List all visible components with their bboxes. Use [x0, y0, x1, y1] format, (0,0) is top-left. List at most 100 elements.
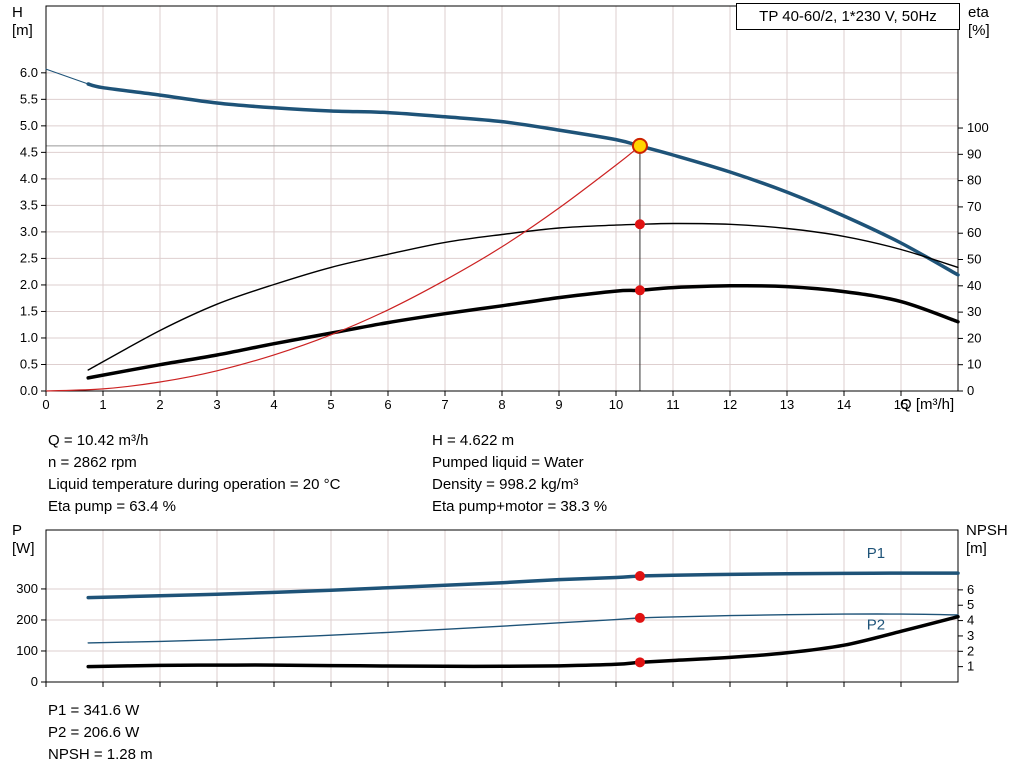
svg-text:40: 40 [967, 278, 981, 293]
svg-text:50: 50 [967, 252, 981, 267]
info-liquid: Pumped liquid = Water [432, 454, 584, 471]
series-label-p2: P2 [867, 616, 885, 633]
hq-chart[interactable]: 0 1 2 3 4 5 6 7 8 9 10 11 12 13 14 150.00.51.01.52.02.5… [0, 0, 1024, 415]
q-axis-label: Q [m³/h] [900, 396, 955, 413]
svg-text:5: 5 [327, 397, 334, 412]
svg-text:12: 12 [723, 397, 737, 412]
svg-text:5: 5 [967, 597, 974, 612]
svg-text:4.0: 4.0 [20, 171, 38, 186]
p-axis-unit: [W] [12, 540, 35, 557]
result-p2: P2 = 206.6 W [48, 724, 140, 741]
svg-text:13: 13 [780, 397, 794, 412]
svg-text:3: 3 [213, 397, 220, 412]
pump-curve [86, 82, 960, 277]
h-axis-header: H [m] [12, 4, 33, 40]
h-axis-unit: [m] [12, 22, 33, 39]
svg-text:1: 1 [99, 397, 106, 412]
svg-text:2: 2 [967, 643, 974, 658]
series-label-p1: P1 [867, 545, 885, 562]
pump-curve-lead [45, 68, 89, 85]
npsh-axis-header: NPSH [m] [966, 522, 1008, 558]
svg-text:3.5: 3.5 [20, 197, 38, 212]
svg-text:2.5: 2.5 [20, 250, 38, 265]
axis-ticks [41, 588, 963, 687]
p1-curve [86, 571, 960, 600]
pump-title: TP 40-60/2, 1*230 V, 50Hz [759, 8, 937, 25]
svg-text:2.0: 2.0 [20, 277, 38, 292]
svg-text:6: 6 [384, 397, 391, 412]
grid [46, 6, 958, 391]
h-axis-name: H [12, 4, 23, 21]
svg-text:0.5: 0.5 [20, 356, 38, 371]
eta-pump-point [634, 219, 645, 230]
npsh-axis-unit: [m] [966, 540, 987, 557]
svg-text:100: 100 [967, 120, 989, 135]
svg-text:6.0: 6.0 [20, 65, 38, 80]
results-block: P1 = 341.6 W P2 = 206.6 W NPSH = 1.28 m [48, 700, 153, 766]
svg-text:9: 9 [555, 397, 562, 412]
svg-text:4: 4 [967, 613, 974, 628]
svg-text:7: 7 [441, 397, 448, 412]
svg-text:4: 4 [270, 397, 277, 412]
info-head: H = 4.622 m [432, 432, 515, 449]
eta-axis-header: eta [%] [968, 4, 990, 40]
svg-text:8: 8 [498, 397, 505, 412]
svg-text:4.5: 4.5 [20, 144, 38, 159]
info-eta-pump: Eta pump = 63.4 % [48, 498, 176, 515]
p-axis-name: P [12, 522, 23, 539]
svg-text:300: 300 [16, 581, 38, 596]
svg-text:30: 30 [967, 304, 981, 319]
info-temperature: Liquid temperature during operation = 20… [48, 476, 341, 493]
svg-text:0: 0 [967, 383, 974, 398]
p-axis-header: P [W] [12, 522, 35, 558]
axis-ticks [41, 72, 963, 396]
svg-text:6: 6 [967, 582, 974, 597]
eta-pump-curve [87, 222, 959, 371]
info-block-right: H = 4.622 m Pumped liquid = Water Densit… [432, 430, 607, 518]
svg-text:60: 60 [967, 225, 981, 240]
svg-text:70: 70 [967, 199, 981, 214]
svg-text:1.5: 1.5 [20, 303, 38, 318]
svg-text:11: 11 [666, 397, 680, 412]
svg-text:90: 90 [967, 146, 981, 161]
eta-axis-name: eta [968, 4, 989, 21]
npsh-point [634, 657, 645, 668]
svg-text:100: 100 [16, 643, 38, 658]
svg-text:10: 10 [967, 357, 981, 372]
info-flow: Q = 10.42 m³/h [48, 432, 149, 449]
svg-text:200: 200 [16, 612, 38, 627]
info-eta-pump-motor: Eta pump+motor = 38.3 % [432, 498, 608, 515]
result-npsh: NPSH = 1.28 m [48, 746, 153, 763]
info-block-left: Q = 10.42 m³/h n = 2862 rpm Liquid tempe… [48, 430, 340, 518]
pump-title-box: TP 40-60/2, 1*230 V, 50Hz [736, 3, 960, 30]
npsh-curve [86, 614, 960, 669]
svg-text:3: 3 [967, 628, 974, 643]
p2-curve [87, 613, 959, 644]
svg-text:0: 0 [31, 674, 38, 689]
svg-text:10: 10 [609, 397, 623, 412]
result-p1: P1 = 341.6 W [48, 702, 140, 719]
svg-text:80: 80 [967, 173, 981, 188]
duty-point[interactable] [631, 137, 648, 154]
system-curve [45, 145, 641, 392]
info-speed: n = 2862 rpm [48, 454, 137, 471]
svg-text:0.0: 0.0 [20, 383, 38, 398]
svg-text:5.0: 5.0 [20, 118, 38, 133]
svg-text:15: 15 [894, 397, 908, 412]
p1-point [634, 571, 645, 582]
svg-text:5.5: 5.5 [20, 91, 38, 106]
svg-text:0: 0 [42, 397, 49, 412]
svg-text:3.0: 3.0 [20, 224, 38, 239]
tick-labels: 0 1 2 3 4 5 6 7 8 9 10 11 12 13 14 150.00.51.01.52.02.5… [20, 65, 989, 412]
svg-text:14: 14 [837, 397, 851, 412]
info-density: Density = 998.2 kg/m³ [432, 476, 579, 493]
eta-axis-unit: [%] [968, 22, 990, 39]
p2-point [634, 612, 645, 623]
svg-text:2: 2 [156, 397, 163, 412]
svg-text:1.0: 1.0 [20, 330, 38, 345]
eta-pump-motor-curve [86, 283, 960, 380]
grid [46, 530, 958, 682]
